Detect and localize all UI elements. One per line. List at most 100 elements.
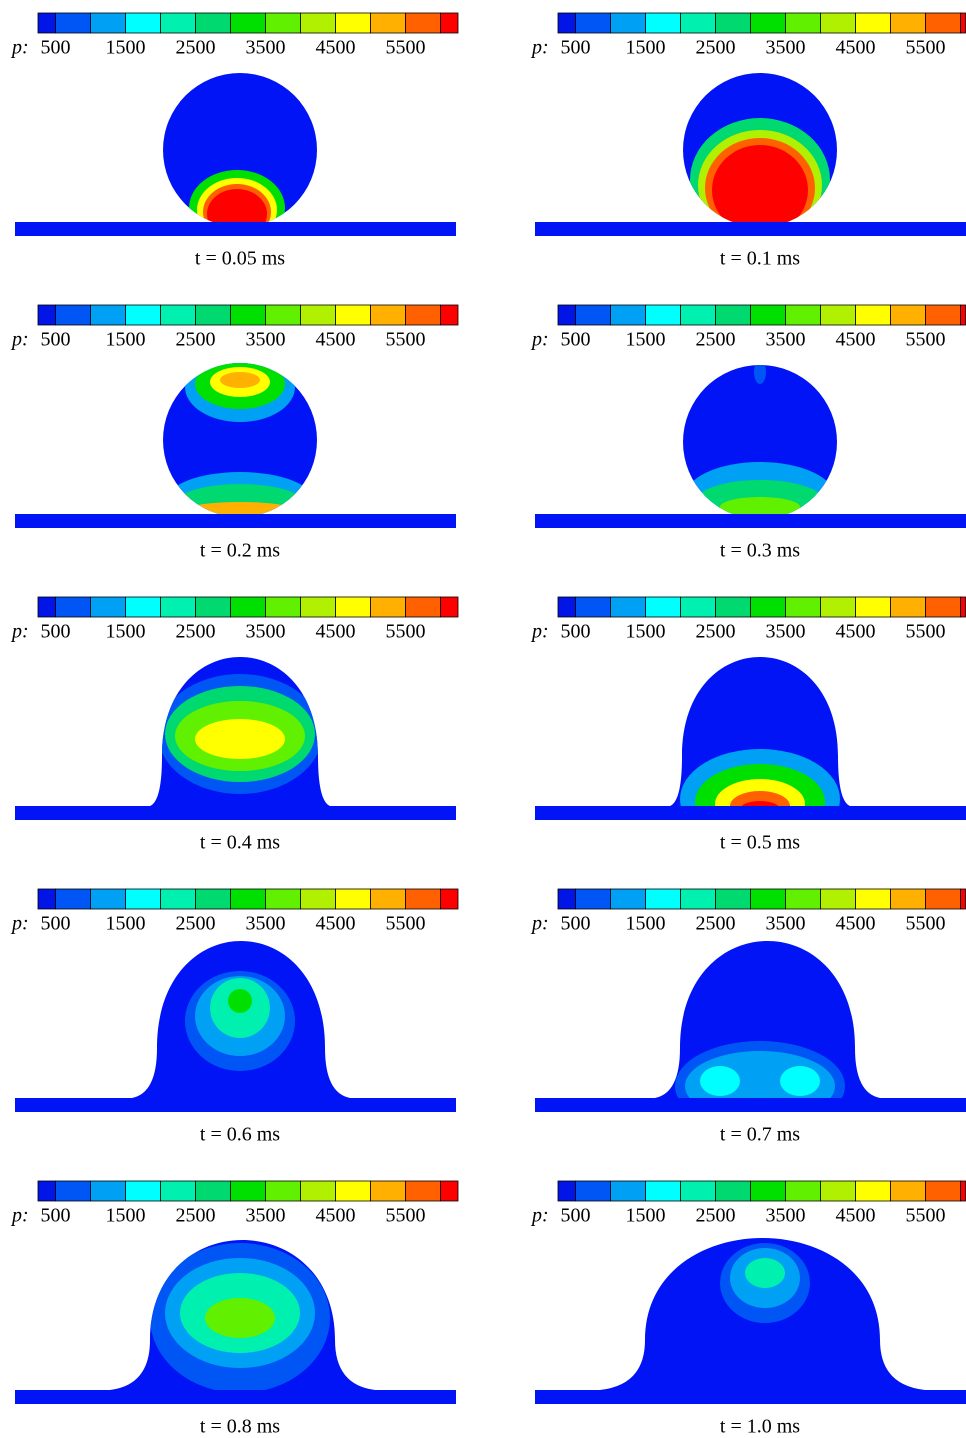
colorbar-segment <box>645 596 681 618</box>
colorbar-segment <box>890 12 926 34</box>
colorbar-segment <box>575 304 611 326</box>
colorbar-segment <box>925 12 961 34</box>
pressure-contour <box>730 791 790 806</box>
colorbar-segment <box>855 1180 891 1202</box>
colorbar-segment <box>440 12 459 34</box>
colorbar-label: p: <box>10 913 29 935</box>
colorbar-segment <box>557 304 576 326</box>
colorbar-tick-label: 3500 <box>246 329 286 351</box>
colorbar-tick-label: 1500 <box>106 37 146 59</box>
colorbar-segment <box>265 596 301 618</box>
colorbar-tick-label: 2500 <box>696 621 736 643</box>
colorbar-label: p: <box>530 1205 549 1227</box>
colorbar-tick-label: 5500 <box>386 37 426 59</box>
colorbar-segment <box>575 12 611 34</box>
pressure-contour <box>740 801 780 806</box>
colorbar-label: p: <box>10 1205 29 1227</box>
colorbar-segment <box>610 12 646 34</box>
colorbar-segment <box>820 304 856 326</box>
panel-caption: t = 0.1 ms <box>720 248 800 270</box>
colorbar-segment <box>405 888 441 910</box>
colorbar-segment <box>925 304 961 326</box>
colorbar-segment <box>855 888 891 910</box>
colorbar-segment <box>300 1180 336 1202</box>
colorbar-label: p: <box>10 621 29 643</box>
colorbar-tick-label: 3500 <box>246 37 286 59</box>
colorbar-tick-label: 5500 <box>386 329 426 351</box>
colorbar-segment <box>370 888 406 910</box>
colorbar-tick-label: 1500 <box>106 621 146 643</box>
colorbar-segment <box>750 596 786 618</box>
panel-caption: t = 0.2 ms <box>200 540 280 562</box>
colorbar-tick-label: 1500 <box>626 329 666 351</box>
colorbar-segment <box>125 1180 161 1202</box>
colorbar-segment <box>195 12 231 34</box>
colorbar-segment <box>610 304 646 326</box>
colorbar-segment <box>37 304 56 326</box>
colorbar-tick-label: 2500 <box>176 913 216 935</box>
colorbar-tick-label: 3500 <box>766 37 806 59</box>
colorbar-segment <box>160 304 196 326</box>
colorbar-segment <box>610 1180 646 1202</box>
colorbar-segment <box>160 1180 196 1202</box>
pressure-contour <box>745 1258 785 1288</box>
pressure-contour <box>220 372 260 388</box>
colorbar-segment <box>820 1180 856 1202</box>
colorbar-segment <box>335 888 371 910</box>
colorbar-segment <box>645 1180 681 1202</box>
colorbar-segment <box>440 888 459 910</box>
colorbar-segment <box>440 596 459 618</box>
colorbar-segment <box>55 12 91 34</box>
colorbar-tick-label: 2500 <box>176 621 216 643</box>
panel: p: 500 1500 2500 3500 4500 5500 t = 0.2 ms <box>10 304 459 562</box>
colorbar-segment <box>715 304 751 326</box>
colorbar-tick-label: 3500 <box>766 329 806 351</box>
colorbar-segment <box>820 596 856 618</box>
colorbar-tick-label: 2500 <box>696 329 736 351</box>
colorbar-tick-label: 500 <box>41 329 71 351</box>
colorbar-tick-label: 2500 <box>696 1205 736 1227</box>
substrate <box>535 222 966 236</box>
colorbar-segment <box>820 12 856 34</box>
colorbar-segment <box>230 304 266 326</box>
substrate <box>15 806 456 820</box>
colorbar-label: p: <box>530 913 549 935</box>
colorbar-segment <box>160 596 196 618</box>
colorbar-tick-label: 3500 <box>246 1205 286 1227</box>
colorbar-tick-label: 4500 <box>316 1205 356 1227</box>
substrate <box>15 1390 456 1404</box>
colorbar-segment <box>575 596 611 618</box>
pressure-contour <box>195 719 285 759</box>
colorbar-segment <box>230 1180 266 1202</box>
panel: p: 500 1500 2500 3500 4500 5500 t = 0.05 ms <box>10 12 459 270</box>
colorbar-segment <box>557 12 576 34</box>
colorbar-segment <box>855 304 891 326</box>
substrate <box>535 1390 966 1404</box>
pressure-contour <box>700 1066 740 1096</box>
colorbar-segment <box>750 304 786 326</box>
pressure-contour <box>228 989 252 1013</box>
pressure-contour <box>720 497 800 517</box>
colorbar-segment <box>557 596 576 618</box>
colorbar-segment <box>195 304 231 326</box>
colorbar-segment <box>610 888 646 910</box>
colorbar-segment <box>195 888 231 910</box>
colorbar-segment <box>680 12 716 34</box>
colorbar-segment <box>785 1180 821 1202</box>
colorbar-segment <box>230 596 266 618</box>
colorbar-segment <box>230 888 266 910</box>
colorbar-segment <box>855 596 891 618</box>
panel: p: 500 1500 2500 3500 4500 5500 t = 0.5 ms <box>530 596 966 854</box>
colorbar-tick-label: 2500 <box>176 37 216 59</box>
colorbar-label: p: <box>530 621 549 643</box>
colorbar-segment <box>610 596 646 618</box>
colorbar-segment <box>715 12 751 34</box>
droplet-contours <box>680 749 840 806</box>
colorbar-segment <box>715 1180 751 1202</box>
panel-caption: t = 0.3 ms <box>720 540 800 562</box>
colorbar-segment <box>37 888 56 910</box>
panel: p: 500 1500 2500 3500 4500 5500 t = 0.3 ms <box>530 304 966 562</box>
colorbar-tick-label: 4500 <box>316 621 356 643</box>
colorbar-segment <box>440 304 459 326</box>
colorbar-segment <box>960 304 966 326</box>
